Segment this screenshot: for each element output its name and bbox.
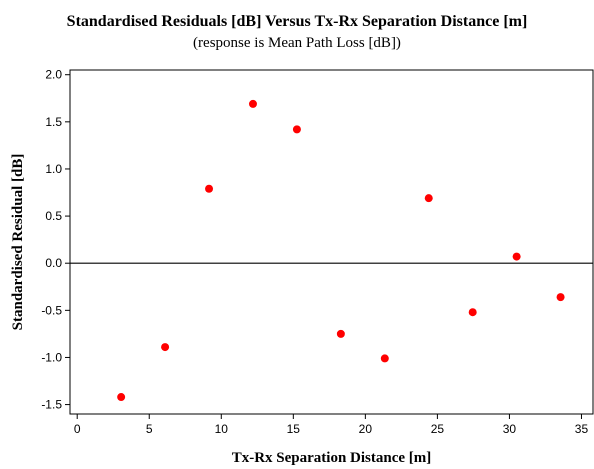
data-point (336, 329, 345, 338)
x-axis: 0 5 10 15 20 25 30 35 (74, 414, 589, 436)
data-point (556, 293, 565, 302)
x-tick-label: 30 (503, 422, 517, 436)
y-tick-label: 0.5 (45, 209, 62, 223)
y-tick-label: -1.0 (41, 350, 62, 364)
data-point (468, 308, 477, 317)
data-point (205, 184, 214, 193)
chart-subtitle: (response is Mean Path Loss [dB]) (193, 35, 401, 51)
y-tick-label: 1.0 (45, 162, 62, 176)
data-point (248, 99, 257, 108)
y-tick-label: 2.0 (45, 68, 62, 82)
y-tick-label: -1.5 (41, 398, 62, 412)
y-tick-label: -0.5 (41, 303, 62, 317)
y-axis-label: Standardised Residual [dB] (10, 154, 26, 331)
data-point (292, 125, 301, 134)
x-tick-label: 20 (359, 422, 373, 436)
x-tick-label: 25 (431, 422, 445, 436)
y-axis: -1.5 -1.0 -0.5 0.0 0.5 1.0 1.5 2.0 (41, 68, 70, 412)
y-tick-label: 0.0 (45, 256, 62, 270)
x-tick-label: 15 (287, 422, 301, 436)
data-point (117, 393, 126, 402)
data-point (424, 194, 433, 203)
data-points (117, 99, 565, 402)
x-tick-label: 10 (215, 422, 229, 436)
data-point (380, 354, 389, 363)
x-axis-label: Tx-Rx Separation Distance [m] (232, 450, 432, 466)
data-point (161, 343, 170, 352)
plot-border (69, 69, 594, 415)
x-tick-label: 0 (74, 422, 81, 436)
plot-area (69, 69, 594, 415)
chart-title: Standardised Residuals [dB] Versus Tx-Rx… (66, 13, 528, 30)
x-tick-label: 35 (575, 422, 589, 436)
data-point (512, 252, 521, 261)
y-tick-label: 1.5 (45, 115, 62, 129)
x-tick-label: 5 (146, 422, 153, 436)
